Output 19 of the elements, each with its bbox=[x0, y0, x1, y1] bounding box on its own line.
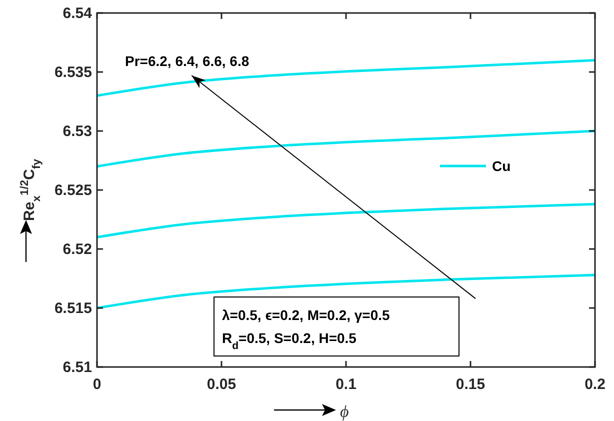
y-tick-label: 6.525 bbox=[54, 182, 92, 199]
y-tick-label: 6.51 bbox=[62, 359, 92, 376]
y-tick-label: 6.535 bbox=[54, 64, 92, 81]
x-tick-label: 0 bbox=[92, 376, 102, 393]
x-axis-title: ϕ bbox=[340, 402, 349, 421]
line-series bbox=[97, 274, 595, 310]
annotation: λ=0.5, ϵ=0.2, M=0.2, γ=0.5 bbox=[222, 307, 390, 323]
x-tick-label: 0.05 bbox=[206, 376, 236, 393]
y-tick-label: 6.53 bbox=[62, 123, 92, 140]
y-tick-label: 6.515 bbox=[54, 300, 92, 317]
legend-label: Cu bbox=[492, 158, 511, 174]
x-tick-label: 0.1 bbox=[336, 376, 356, 393]
annotation: Pr=6.2, 6.4, 6.6, 6.8 bbox=[125, 53, 250, 70]
x-tick-label: 0.2 bbox=[584, 376, 606, 393]
y-tick-label: 6.54 bbox=[62, 5, 93, 22]
x-tick-label: 0.15 bbox=[456, 376, 486, 393]
y-tick-label: 6.52 bbox=[62, 241, 92, 258]
annotation: R$_{d}$=0.5, S=0.2, H=0.5 bbox=[222, 330, 357, 352]
line-series bbox=[97, 202, 595, 238]
